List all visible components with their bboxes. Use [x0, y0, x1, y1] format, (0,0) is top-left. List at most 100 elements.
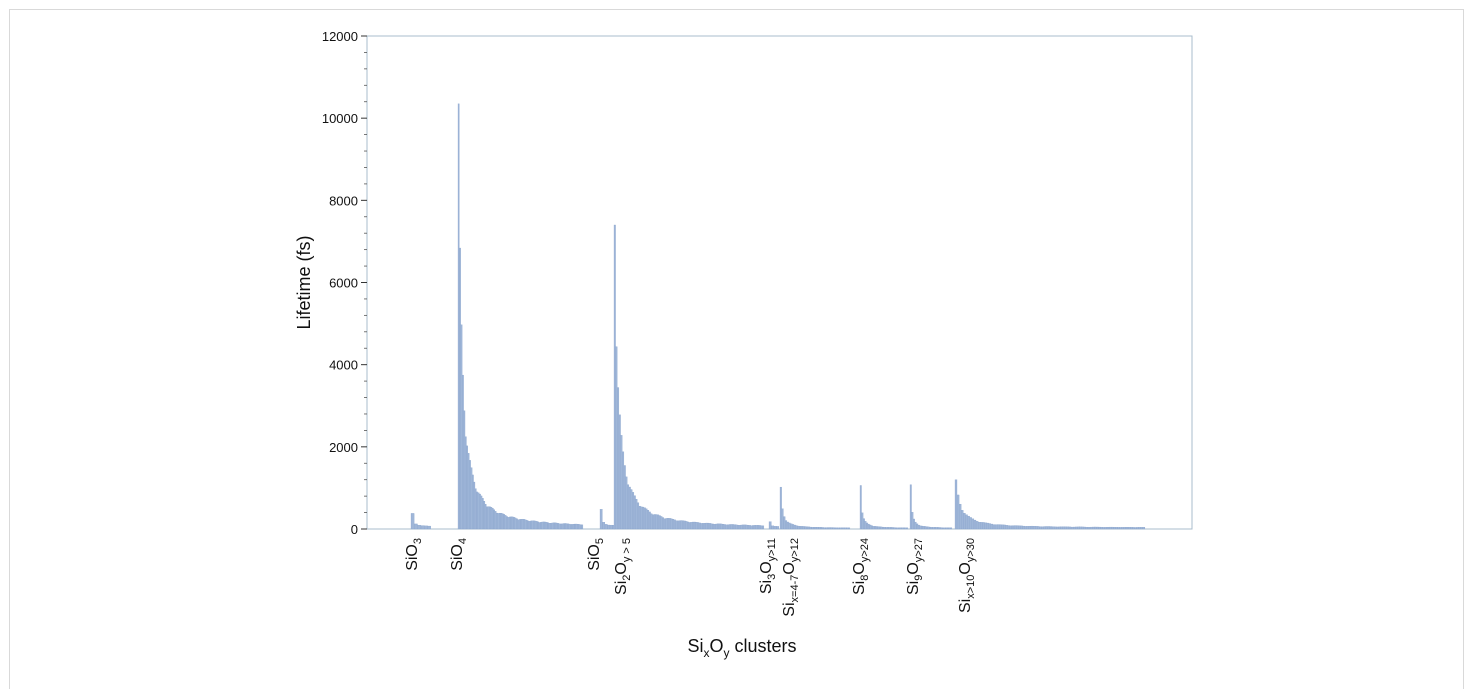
bar: [466, 445, 468, 530]
bar: [1045, 526, 1048, 530]
bar: [509, 516, 511, 530]
bar: [1140, 527, 1143, 530]
bar: [1079, 526, 1082, 530]
bar: [561, 523, 564, 530]
x-category-labels: SiO3 SiO4 SiO5 Si2Oy > 5 Si3Oy>11Six=4-7Oy>1…: [404, 538, 977, 617]
bar: [745, 524, 748, 530]
bar: [1070, 526, 1074, 530]
bar: [1007, 525, 1010, 530]
bar: [961, 510, 964, 530]
bar: [462, 374, 464, 530]
bar: [927, 526, 930, 530]
bar: [755, 525, 758, 530]
bar: [732, 524, 735, 530]
bar: [1060, 526, 1063, 530]
bar: [737, 524, 740, 530]
bar: [990, 523, 994, 530]
x-category-label: Si9Oy>27: [905, 538, 925, 595]
bar: [720, 523, 723, 530]
bar: [710, 523, 713, 530]
bar: [1102, 527, 1105, 530]
bar: [527, 520, 530, 530]
bar: [1032, 526, 1036, 530]
bar: [487, 506, 490, 530]
bar: [1077, 526, 1080, 530]
bar: [786, 521, 789, 530]
bar: [723, 524, 726, 530]
bar: [673, 519, 676, 530]
bar: [1047, 526, 1051, 530]
bar: [1113, 527, 1116, 530]
x-category-label: Si3Oy>11: [758, 538, 778, 594]
bar: [913, 518, 915, 530]
bar: [460, 324, 463, 530]
bar: [834, 527, 837, 530]
bar: [948, 527, 951, 530]
bar: [828, 527, 831, 530]
bar: [813, 527, 816, 530]
bar: [490, 507, 493, 530]
bar: [827, 527, 830, 530]
bar: [667, 518, 670, 530]
bar: [1123, 527, 1127, 530]
bar: [653, 514, 656, 530]
bar: [740, 524, 743, 530]
bar: [687, 521, 690, 530]
bar: [623, 465, 626, 530]
bar: [911, 512, 914, 530]
bar: [570, 524, 572, 530]
bar: [496, 512, 498, 530]
bar: [489, 506, 491, 530]
bar: [414, 523, 418, 530]
bar: [520, 519, 522, 530]
bar: [750, 525, 753, 530]
bar: [842, 527, 845, 530]
bar: [618, 414, 621, 530]
bar: [811, 527, 814, 530]
plot-area-frame: [366, 35, 1193, 530]
bar: [776, 526, 780, 530]
bar: [986, 522, 989, 530]
bar: [844, 527, 847, 530]
x-category-label: Si2Oy > 5: [613, 538, 633, 595]
bar: [1016, 525, 1019, 530]
bar-group-Si3Oy>11: [768, 521, 780, 530]
y-tick-label: 10000: [322, 111, 358, 126]
bar: [682, 520, 685, 530]
bar: [698, 522, 701, 530]
bars: [410, 103, 1146, 530]
bar: [700, 523, 703, 530]
bar: [477, 492, 480, 530]
bar: [760, 525, 763, 530]
bar: [652, 514, 655, 530]
bar: [504, 515, 507, 530]
bar: [500, 513, 503, 530]
bar: [640, 506, 643, 530]
bar: [474, 488, 477, 530]
bar: [705, 522, 708, 530]
bar: [483, 501, 486, 530]
bar: [1096, 526, 1099, 530]
bar: [1064, 526, 1067, 530]
bar: [992, 524, 996, 530]
bar: [564, 523, 567, 530]
bar: [867, 523, 870, 530]
bar: [1117, 527, 1120, 530]
bar: [670, 518, 673, 530]
bar: [832, 527, 835, 530]
bar: [967, 515, 970, 530]
bar: [945, 527, 948, 530]
bar: [562, 523, 565, 530]
bar: [1098, 526, 1101, 530]
bar: [1081, 526, 1084, 530]
bar: [645, 508, 648, 530]
bar-group-Six>10Oy>30: [954, 479, 1146, 530]
bar: [1111, 526, 1114, 530]
bar: [613, 224, 616, 530]
x-category-label: SiO5: [586, 538, 606, 571]
bar: [484, 504, 487, 530]
bar: [526, 520, 528, 530]
bar: [994, 524, 998, 530]
bar: [545, 522, 548, 530]
